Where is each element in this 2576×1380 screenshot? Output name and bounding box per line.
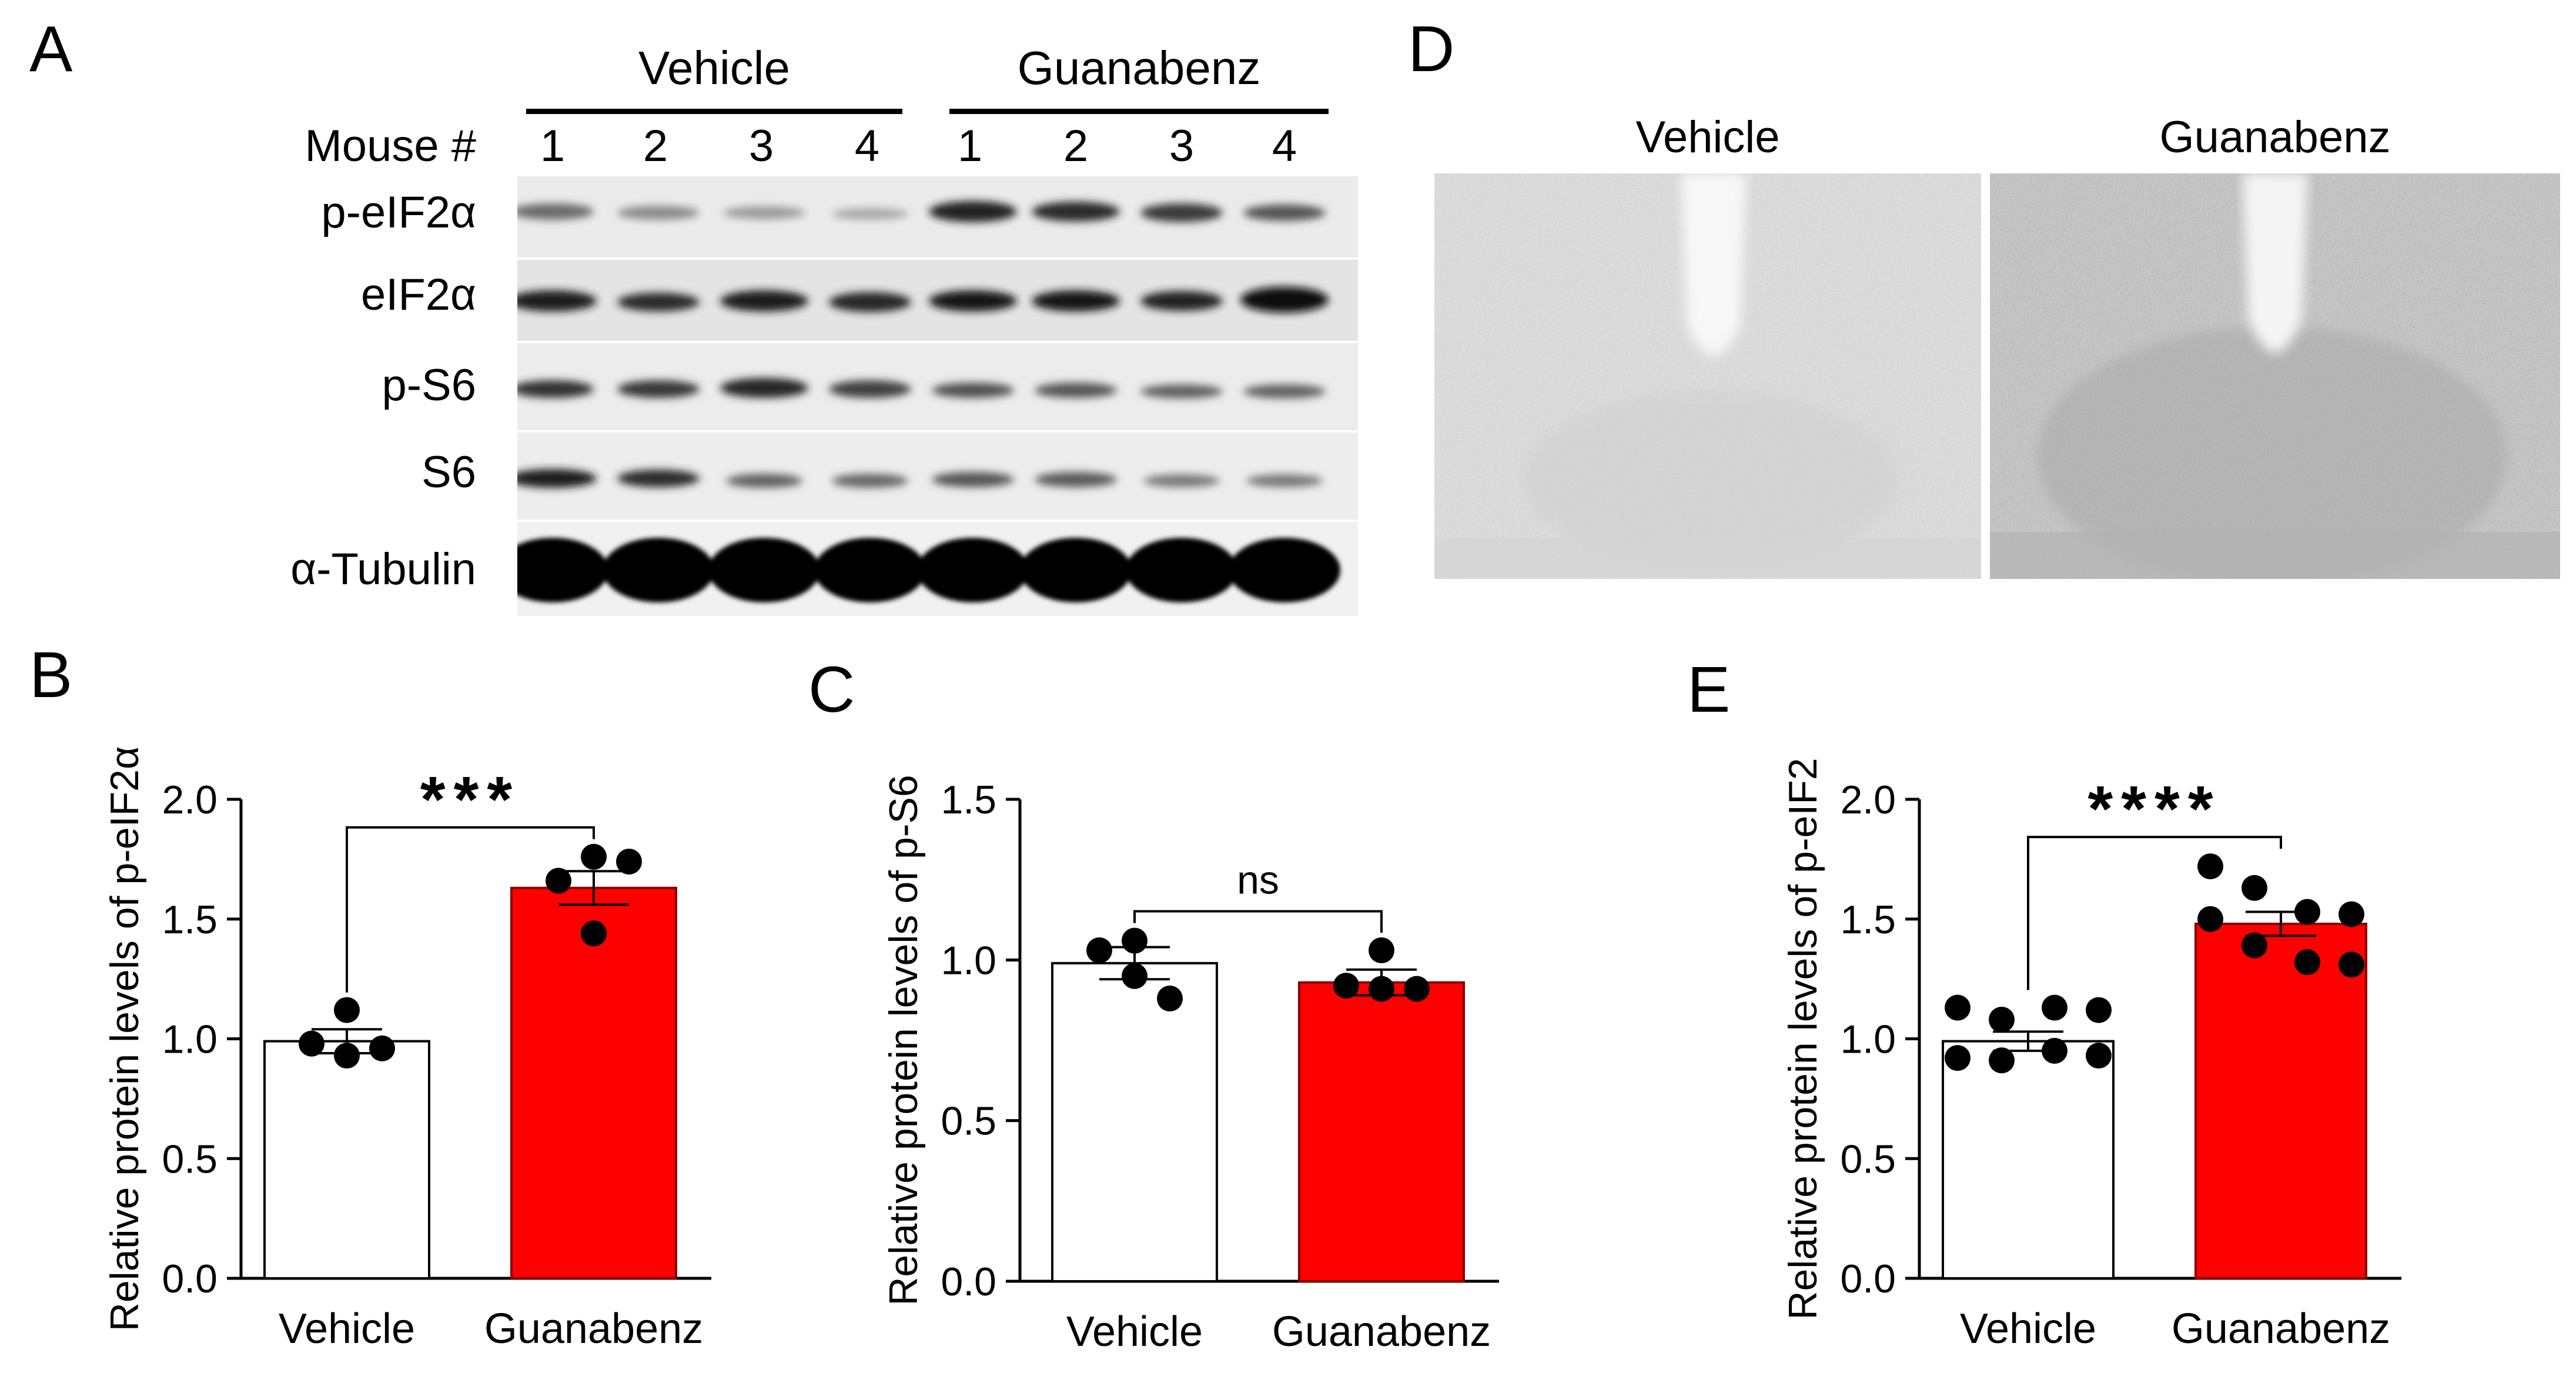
western-blot-image <box>517 176 1358 616</box>
data-point <box>2042 1037 2068 1064</box>
bar <box>1051 962 1218 1282</box>
data-point <box>2086 997 2112 1023</box>
significance-label: **** <box>2087 773 2221 845</box>
panel-letter-b: B <box>29 639 73 711</box>
panel-letter-d: D <box>1408 13 1455 85</box>
blot-row-label: p-eIF2α <box>321 187 476 237</box>
lane-number: 3 <box>1169 121 1195 171</box>
y-axis-title: Relative protein levels of p-eIF2α <box>102 746 147 1332</box>
data-point <box>2339 901 2364 927</box>
x-tick-label: Vehicle <box>1960 1305 2096 1352</box>
lane-number: 4 <box>854 121 880 171</box>
data-point <box>299 1030 324 1057</box>
x-tick-label: Guanabenz <box>1272 1308 1491 1355</box>
micrograph-guanabenz <box>1990 173 2560 579</box>
micrograph-label-guanabenz: Guanabenz <box>2159 112 2391 162</box>
data-point <box>581 843 607 870</box>
group-label-vehicle: Vehicle <box>638 42 790 94</box>
bar <box>1298 981 1465 1282</box>
y-tick-label: 1.5 <box>162 897 218 942</box>
lane-number: 1 <box>957 121 983 171</box>
data-point <box>616 848 642 875</box>
data-point <box>369 1035 395 1061</box>
y-tick-label: 1.5 <box>941 778 996 822</box>
y-tick-label: 0.0 <box>1840 1257 1896 1301</box>
data-point <box>2339 952 2364 978</box>
data-point <box>1157 985 1183 1011</box>
data-point <box>546 867 571 894</box>
blot-row-label: p-S6 <box>382 360 476 410</box>
data-point <box>1989 1006 2015 1033</box>
x-tick-label: Guanabenz <box>2172 1305 2390 1352</box>
blot-row-label: α-Tubulin <box>290 544 476 594</box>
data-point <box>1369 937 1394 963</box>
data-point <box>1989 1047 2015 1074</box>
bar <box>2194 922 2367 1279</box>
data-point <box>2242 932 2267 959</box>
y-tick-label: 1.0 <box>941 938 996 983</box>
significance-label: *** <box>420 763 520 836</box>
significance-bracket <box>346 826 595 993</box>
data-point <box>2042 994 2068 1021</box>
bar <box>510 886 677 1279</box>
lane-number: 1 <box>540 121 566 171</box>
y-tick-label: 2.0 <box>162 778 218 822</box>
group-bracket-guanabenz <box>949 109 1329 114</box>
y-tick-label: 0.5 <box>162 1137 218 1181</box>
bar-chart-b: 0.0 0.5 1.0 1.5 2.0 Vehicle Guanabenz *** Relati… <box>102 746 711 1352</box>
y-tick-label: 0.5 <box>941 1099 996 1144</box>
panel-letter-e: E <box>1687 654 1731 726</box>
data-point <box>2197 853 2223 880</box>
y-tick-label: 1.0 <box>1840 1017 1896 1062</box>
lane-number: 2 <box>1063 121 1089 171</box>
data-point <box>2242 875 2267 901</box>
data-point <box>581 920 607 947</box>
data-point <box>1404 976 1430 1002</box>
data-point <box>1945 1045 1971 1071</box>
panel-letter-a: A <box>29 13 73 85</box>
lane-number: 3 <box>748 121 774 171</box>
significance-bracket <box>2027 836 2282 990</box>
bar-chart-c: 0.0 0.5 1.0 1.5 Vehicle Guanabenz ns Relative p… <box>881 775 1499 1355</box>
data-point <box>1086 937 1112 963</box>
micrograph-label-vehicle: Vehicle <box>1635 112 1780 162</box>
bar-chart-e: 0.0 0.5 1.0 1.5 2.0 Vehicle Guanabenz **** Relat… <box>1781 758 2401 1352</box>
blot-row-label: eIF2α <box>360 270 476 320</box>
y-axis-title: Relative protein levels of p-eIF2 <box>1781 758 1825 1319</box>
bar <box>263 1040 430 1279</box>
data-point <box>1333 973 1359 999</box>
blot-row-label: S6 <box>421 447 476 497</box>
x-tick-label: Vehicle <box>1066 1308 1203 1355</box>
lane-number: 4 <box>1272 121 1297 171</box>
y-tick-label: 2.0 <box>1840 778 1896 822</box>
y-tick-label: 0.0 <box>162 1257 218 1301</box>
x-tick-label: Vehicle <box>279 1305 415 1352</box>
data-point <box>334 1043 360 1069</box>
micrograph-vehicle <box>1434 173 1981 579</box>
y-axis-title: Relative protein levels of p-S6 <box>881 775 926 1305</box>
group-bracket-vehicle <box>526 109 902 114</box>
data-point <box>2294 899 2320 925</box>
significance-bracket <box>1133 910 1383 933</box>
x-tick-label: Guanabenz <box>484 1305 703 1352</box>
y-tick-label: 0.0 <box>941 1260 996 1304</box>
data-point <box>1369 976 1394 1002</box>
lane-number: 2 <box>643 121 668 171</box>
panel-letter-c: C <box>808 654 855 726</box>
y-tick-label: 0.5 <box>1840 1137 1896 1181</box>
data-point <box>2197 906 2223 932</box>
bar <box>1942 1040 2115 1279</box>
data-point <box>1122 963 1148 989</box>
y-tick-label: 1.0 <box>162 1017 218 1062</box>
mouse-number-label: Mouse # <box>305 121 477 171</box>
data-point <box>334 997 360 1023</box>
data-point <box>1945 994 1971 1021</box>
data-point <box>2086 1043 2112 1069</box>
y-tick-label: 1.5 <box>1840 897 1896 942</box>
data-point <box>2294 949 2320 976</box>
data-point <box>1122 927 1148 954</box>
significance-label: ns <box>1237 858 1279 903</box>
group-label-guanabenz: Guanabenz <box>1017 42 1261 94</box>
